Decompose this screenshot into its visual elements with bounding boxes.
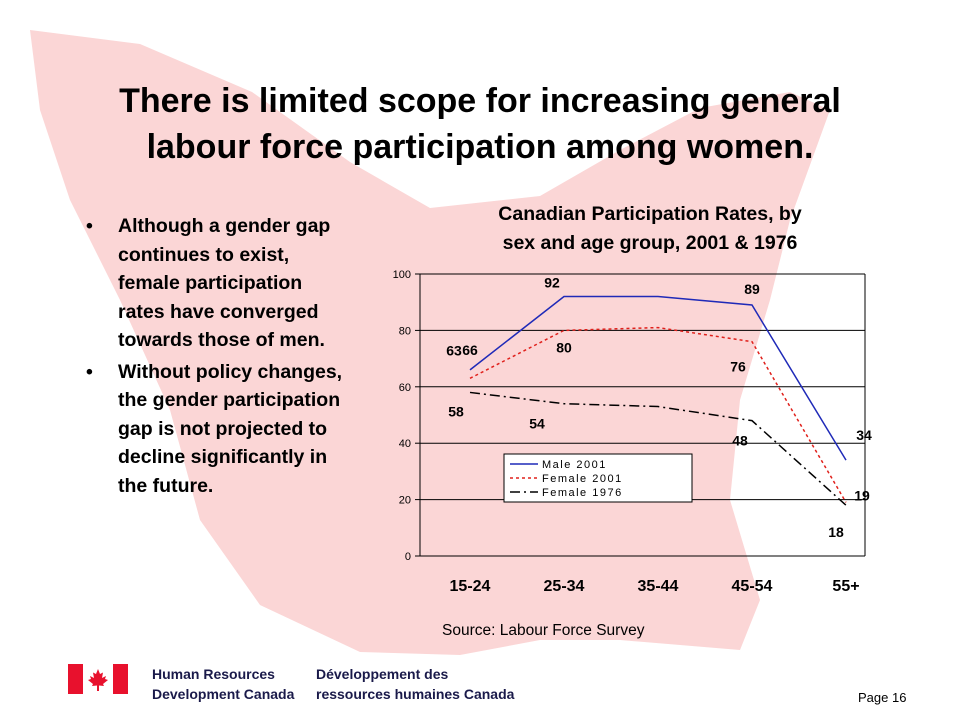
data-label: 76 — [730, 359, 746, 375]
bullet-item: • Although a gender gap continues to exi… — [82, 212, 350, 355]
bullet-list: • Although a gender gap continues to exi… — [82, 212, 350, 503]
series-line-2 — [469, 391, 847, 506]
series-line-0 — [469, 295, 847, 461]
x-category-label: 45-54 — [732, 578, 773, 595]
y-tick-label: 40 — [399, 438, 411, 450]
legend-label: Female 1976 — [542, 487, 623, 499]
data-label: 80 — [556, 339, 572, 355]
flag-right-bar — [113, 664, 128, 694]
y-tick-label: 60 — [399, 382, 411, 394]
y-tick-label: 20 — [399, 495, 411, 507]
series-line-1 — [469, 326, 847, 503]
flag-maple-leaf-icon — [88, 669, 108, 691]
canada-flag-icon — [68, 664, 128, 694]
slide-title: There is limited scope for increasing ge… — [40, 78, 920, 170]
flag-left-bar — [68, 664, 83, 694]
data-label: 63 — [446, 342, 462, 358]
data-label: 48 — [732, 433, 748, 449]
chart-title: Canadian Participation Rates, by sex and… — [430, 200, 870, 258]
data-label: 18 — [828, 524, 844, 540]
data-label: 66 — [462, 342, 478, 358]
page-number: Page 16 — [858, 690, 907, 705]
y-tick-label: 0 — [405, 551, 411, 563]
dept-en-line: Development Canada — [152, 686, 295, 702]
legend-label: Female 2001 — [542, 473, 623, 485]
participation-line-chart: 0 20 40 60 80 100 15-24 25-34 35-44 45-54 55+ 66 92 8… — [393, 269, 872, 595]
department-name-french: Développement des ressources humaines Ca… — [316, 664, 514, 704]
chart-title-line: Canadian Participation Rates, by — [498, 203, 802, 225]
y-tick-label: 100 — [393, 269, 411, 281]
bullet-text: Without policy changes, the gender parti… — [118, 360, 343, 497]
chart-title-line: sex and age group, 2001 & 1976 — [502, 232, 798, 254]
x-category-label: 15-24 — [450, 578, 491, 595]
x-category-label: 25-34 — [544, 578, 585, 595]
bullet-icon: • — [86, 360, 93, 383]
x-category-label: 55+ — [832, 578, 859, 595]
y-tick-label: 80 — [399, 325, 411, 337]
dept-fr-line: ressources humaines Canada — [316, 686, 515, 702]
x-category-label: 35-44 — [638, 578, 679, 595]
legend-label: Male 2001 — [542, 459, 607, 471]
title-line: There is limited scope for increasing ge… — [119, 82, 841, 120]
data-label: 58 — [448, 403, 464, 419]
dept-en-line: Human Resources — [152, 666, 275, 682]
dept-fr-line: Développement des — [316, 666, 449, 682]
data-label: 19 — [854, 487, 870, 503]
data-label: 89 — [744, 281, 760, 297]
title-line: labour force participation among women. — [146, 128, 814, 166]
bullet-icon: • — [86, 215, 93, 237]
bullet-text: Although a gender gap continues to exist… — [118, 215, 331, 351]
data-label: 34 — [856, 427, 872, 443]
data-label: 92 — [544, 275, 560, 291]
department-name-english: Human Resources Development Canada — [152, 664, 294, 704]
bullet-item: • Without policy changes, the gender par… — [82, 358, 350, 501]
source-note: Source: Labour Force Survey — [442, 622, 645, 639]
data-label: 54 — [529, 416, 545, 432]
